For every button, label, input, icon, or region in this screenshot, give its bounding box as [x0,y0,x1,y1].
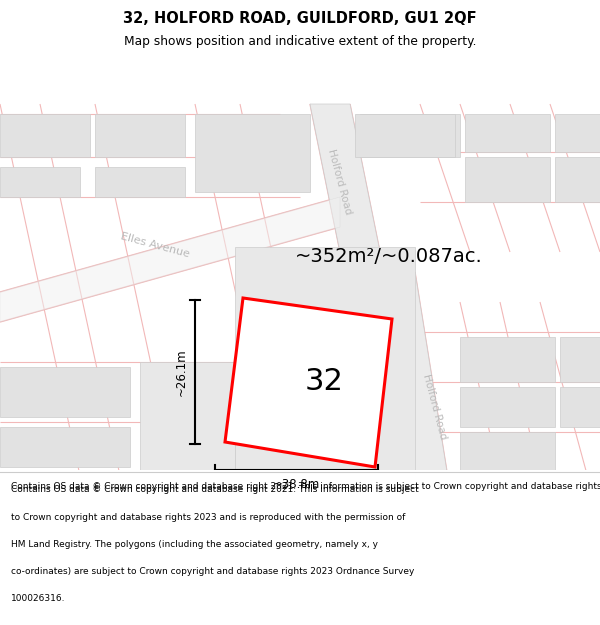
Text: Map shows position and indicative extent of the property.: Map shows position and indicative extent… [124,36,476,48]
Polygon shape [465,157,550,202]
Polygon shape [140,362,235,482]
Polygon shape [460,337,555,382]
Polygon shape [355,114,455,157]
Polygon shape [0,367,130,417]
Polygon shape [375,272,455,522]
Polygon shape [460,432,555,477]
Polygon shape [0,427,130,467]
Polygon shape [560,387,600,427]
Polygon shape [225,298,392,467]
Text: HM Land Registry. The polygons (including the associated geometry, namely x, y: HM Land Registry. The polygons (includin… [11,540,378,549]
Polygon shape [310,104,380,252]
Text: Holford Road: Holford Road [421,373,449,441]
Polygon shape [465,114,550,152]
Polygon shape [0,197,340,322]
Text: 32, HOLFORD ROAD, GUILDFORD, GU1 2QF: 32, HOLFORD ROAD, GUILDFORD, GU1 2QF [123,11,477,26]
Polygon shape [0,167,80,197]
Text: Contains OS data © Crown copyright and database right 2021. This information is : Contains OS data © Crown copyright and d… [11,486,419,494]
Polygon shape [95,114,185,157]
Text: to Crown copyright and database rights 2023 and is reproduced with the permissio: to Crown copyright and database rights 2… [11,512,405,522]
Text: Elles Avenue: Elles Avenue [119,231,191,259]
Text: co-ordinates) are subject to Crown copyright and database rights 2023 Ordnance S: co-ordinates) are subject to Crown copyr… [11,567,414,576]
Polygon shape [360,114,460,157]
Text: ~38.8m: ~38.8m [273,478,320,491]
Polygon shape [460,387,555,427]
Polygon shape [555,157,600,202]
Text: Contains OS data © Crown copyright and database right 2021. This information is : Contains OS data © Crown copyright and d… [11,482,600,491]
Polygon shape [555,114,600,152]
Polygon shape [235,247,415,482]
Text: 100026316.: 100026316. [11,594,65,603]
Text: Holford Road: Holford Road [326,148,353,216]
Text: 32: 32 [304,367,343,396]
Polygon shape [195,114,310,192]
Text: ~352m²/~0.087ac.: ~352m²/~0.087ac. [295,248,483,266]
Polygon shape [560,337,600,382]
Polygon shape [95,167,185,197]
Text: ~26.1m: ~26.1m [175,348,187,396]
Polygon shape [0,114,90,157]
